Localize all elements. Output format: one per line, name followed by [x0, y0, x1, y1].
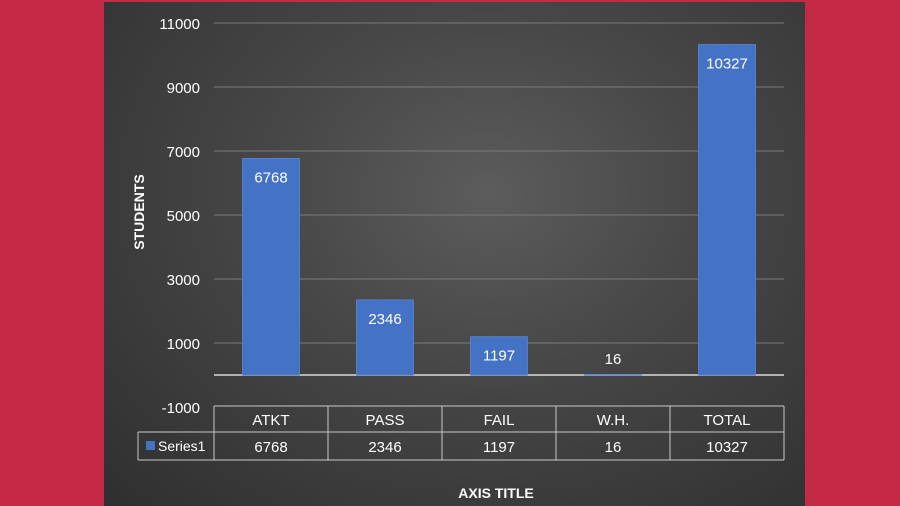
y-tick-label: 7000: [167, 144, 200, 161]
bar-fail: [470, 336, 528, 376]
y-tick-label: 9000: [167, 80, 200, 97]
legend-key: [146, 441, 155, 450]
y-tick-label: 1000: [167, 336, 200, 353]
data-label: 16: [605, 351, 622, 368]
data-label: 6768: [254, 169, 287, 186]
legend-series-name: Series1: [158, 438, 206, 454]
chart-panel: -1000 1000 3000 5000 7000 9000 11000 6768 2346 1…: [104, 2, 805, 506]
bar-atkt: [242, 158, 300, 376]
table-value: 1197: [483, 439, 515, 456]
data-label: 2346: [368, 311, 401, 328]
category-label: FAIL: [484, 412, 515, 429]
table-value: 6768: [254, 439, 287, 456]
category-label: PASS: [366, 412, 405, 429]
category-label: ATKT: [252, 412, 289, 429]
bar-total: [698, 44, 756, 376]
category-label: W.H.: [597, 412, 630, 429]
bar-pass: [356, 299, 414, 376]
bar-chart: -1000 1000 3000 5000 7000 9000 11000 6768 2346 1…: [131, 16, 785, 501]
x-axis-title: AXIS TITLE: [458, 485, 533, 501]
y-axis-title: STUDENTS: [131, 174, 147, 249]
y-tick-label: 3000: [167, 272, 200, 289]
table-value: 2346: [368, 439, 401, 456]
data-label: 1197: [483, 348, 515, 365]
category-label: TOTAL: [704, 412, 751, 429]
table-value: 16: [605, 439, 622, 456]
y-tick-label: 11000: [159, 16, 200, 33]
table-value: 10327: [706, 439, 748, 456]
y-tick-label: 5000: [167, 208, 200, 225]
y-tick-label: -1000: [162, 400, 200, 417]
bar-wh: [584, 374, 642, 376]
data-label: 10327: [706, 56, 748, 73]
